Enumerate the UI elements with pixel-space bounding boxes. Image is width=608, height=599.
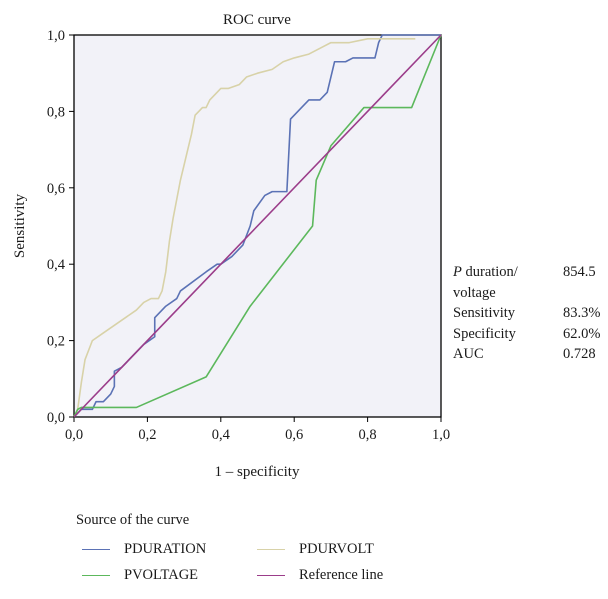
stats-panel: P duration/ 854.5 voltage Sensitivity 83… — [453, 262, 608, 365]
stat-label: Sensitivity — [453, 305, 516, 321]
stat-label: P duration/ — [453, 262, 563, 283]
stat-row-specificity: Specificity 62.0% — [453, 324, 608, 345]
stat-label-italic: P — [453, 264, 462, 280]
stat-label: Specificity — [453, 325, 516, 342]
series-line-pduration — [73, 34, 441, 418]
stat-label-text: duration/ — [461, 264, 518, 280]
stat-value: 854.5 — [563, 264, 596, 280]
stat-row-auc: AUC 0.728 — [453, 344, 608, 365]
stat-label: AUC — [453, 346, 484, 362]
legend-label: PVOLTAGE — [124, 567, 199, 583]
stat-row-sensitivity: Sensitivity 83.3% — [453, 303, 608, 324]
legend-item-reference-line: Reference line — [257, 567, 437, 584]
stat-row-voltage: voltage — [453, 283, 608, 304]
legend-item-pdurvolt: PDURVOLT — [257, 541, 437, 558]
legend-item-pduration: PDURATION — [82, 541, 257, 558]
legend-swatch — [82, 575, 110, 576]
series-line-reference-line — [73, 34, 442, 418]
x-tick-label: 1,0 — [432, 427, 450, 443]
legend-grid: PDURATION PDURVOLT PVOLTAGE Reference li… — [82, 541, 437, 584]
chart-title: ROC curve — [223, 12, 291, 28]
y-tick-label: 0,4 — [47, 257, 66, 273]
x-tick-label: 0,4 — [212, 427, 231, 443]
x-tick-label: 0,0 — [65, 427, 83, 443]
legend: Source of the curve PDURATION PDURVOLT P… — [76, 512, 437, 584]
series-line-pdurvolt — [73, 38, 416, 418]
y-tick-label: 0,2 — [47, 334, 65, 350]
y-tick-label: 0,8 — [47, 104, 65, 120]
stat-value: 0.728 — [563, 346, 596, 362]
roc-chart: ROC curve 0,0 0,2 0,4 0,6 0,8 1,0 0,0 0,2 0,4 0,6… — [12, 12, 450, 480]
x-tick-label: 0,6 — [285, 427, 303, 443]
y-axis-label: Sensitivity — [12, 193, 28, 258]
x-axis-label: 1 – specificity — [215, 464, 300, 480]
series-layer — [73, 34, 442, 418]
legend-item-pvoltage: PVOLTAGE — [82, 567, 257, 584]
stat-value: 62.0% — [563, 325, 601, 342]
stat-value: 83.3% — [563, 305, 601, 321]
legend-title: Source of the curve — [76, 512, 190, 528]
legend-label: PDURVOLT — [299, 541, 374, 557]
x-tick-label: 0,2 — [138, 427, 156, 443]
x-tick-label: 0,8 — [359, 427, 377, 443]
legend-swatch — [257, 549, 285, 550]
tick-layer: 0,0 0,2 0,4 0,6 0,8 1,0 0,0 0,2 0,4 0,6 0,8 1,0 — [47, 28, 450, 443]
stat-row-duration: P duration/ 854.5 — [453, 262, 608, 283]
stat-value — [563, 283, 608, 304]
y-tick-label: 0,0 — [47, 410, 65, 426]
legend-swatch — [82, 549, 110, 550]
stat-label: voltage — [453, 284, 496, 301]
y-tick-label: 0,6 — [47, 181, 65, 197]
legend-label: Reference line — [299, 567, 384, 583]
y-tick-label: 1,0 — [47, 28, 65, 44]
legend-swatch — [257, 575, 285, 576]
legend-label: PDURATION — [124, 541, 207, 557]
